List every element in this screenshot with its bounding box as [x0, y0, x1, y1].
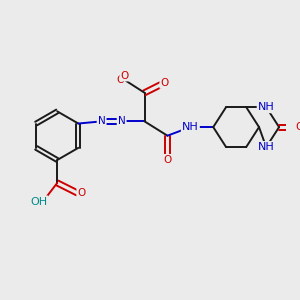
Text: N: N [118, 116, 125, 126]
Text: N: N [98, 116, 106, 126]
Text: O: O [77, 188, 86, 198]
Text: O: O [120, 70, 129, 81]
Text: NH: NH [258, 102, 274, 112]
Text: NH: NH [182, 122, 199, 132]
Text: NH: NH [258, 142, 274, 152]
Text: O: O [160, 78, 169, 88]
Text: O: O [295, 122, 300, 132]
Text: OH: OH [30, 196, 47, 206]
Text: O: O [116, 75, 124, 85]
Text: O: O [163, 155, 172, 165]
